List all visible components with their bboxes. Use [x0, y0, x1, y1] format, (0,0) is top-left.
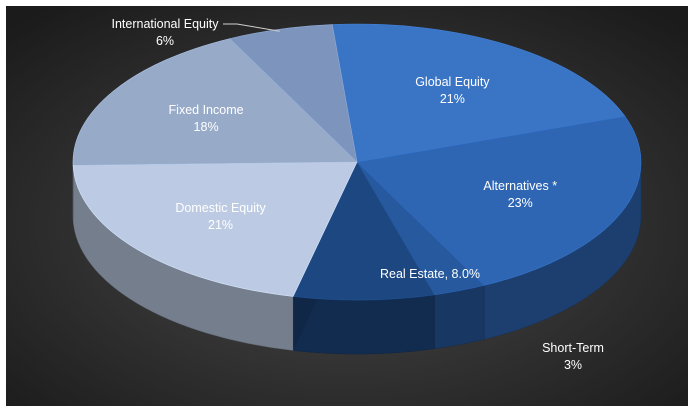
pie-tops — [72, 23, 642, 301]
pie-slice-international-equity — [229, 24, 358, 163]
pie-labels: Global Equity 21% Alternatives * 23% Short-T… — [111, 17, 603, 372]
slice-label-value: 23% — [508, 196, 533, 210]
slice-label-name: Real Estate, 8.0% — [380, 267, 480, 281]
pie-slice-domestic-equity — [72, 161, 358, 297]
slice-label-global-equity: Global Equity 21% — [415, 75, 490, 106]
slice-label-international-equity: International Equity 6% — [111, 17, 219, 48]
pie-slice-fixed-income — [72, 38, 358, 166]
slice-label-name: International Equity — [111, 17, 219, 31]
slice-label-value: 21% — [440, 92, 465, 106]
slice-label-name: Alternatives * — [483, 179, 557, 193]
slice-label-name: Fixed Income — [169, 103, 244, 117]
slice-label-real-estate-8-0: Real Estate, 8.0% — [380, 267, 480, 281]
slice-label-value: 18% — [194, 120, 219, 134]
slice-label-name: Global Equity — [415, 75, 490, 89]
slice-label-value: 3% — [564, 358, 582, 372]
slice-label-name: Domestic Equity — [175, 201, 266, 215]
slice-label-domestic-equity: Domestic Equity 21% — [175, 201, 266, 232]
pie-slice-alternatives — [356, 115, 642, 286]
leader-line — [223, 23, 280, 32]
slice-label-name: Short-Term — [542, 341, 604, 355]
pie-slice-global-equity — [331, 23, 626, 163]
slice-label-value: 6% — [156, 34, 174, 48]
slice-label-alternatives: Alternatives * 23% — [483, 179, 557, 210]
pie-slice-real-estate-8-0 — [292, 161, 435, 301]
slice-label-short-term: Short-Term 3% — [542, 341, 604, 372]
slice-label-value: 21% — [208, 218, 233, 232]
slice-label-fixed-income: Fixed Income 18% — [169, 103, 244, 134]
pie-side-short-term — [434, 285, 485, 350]
